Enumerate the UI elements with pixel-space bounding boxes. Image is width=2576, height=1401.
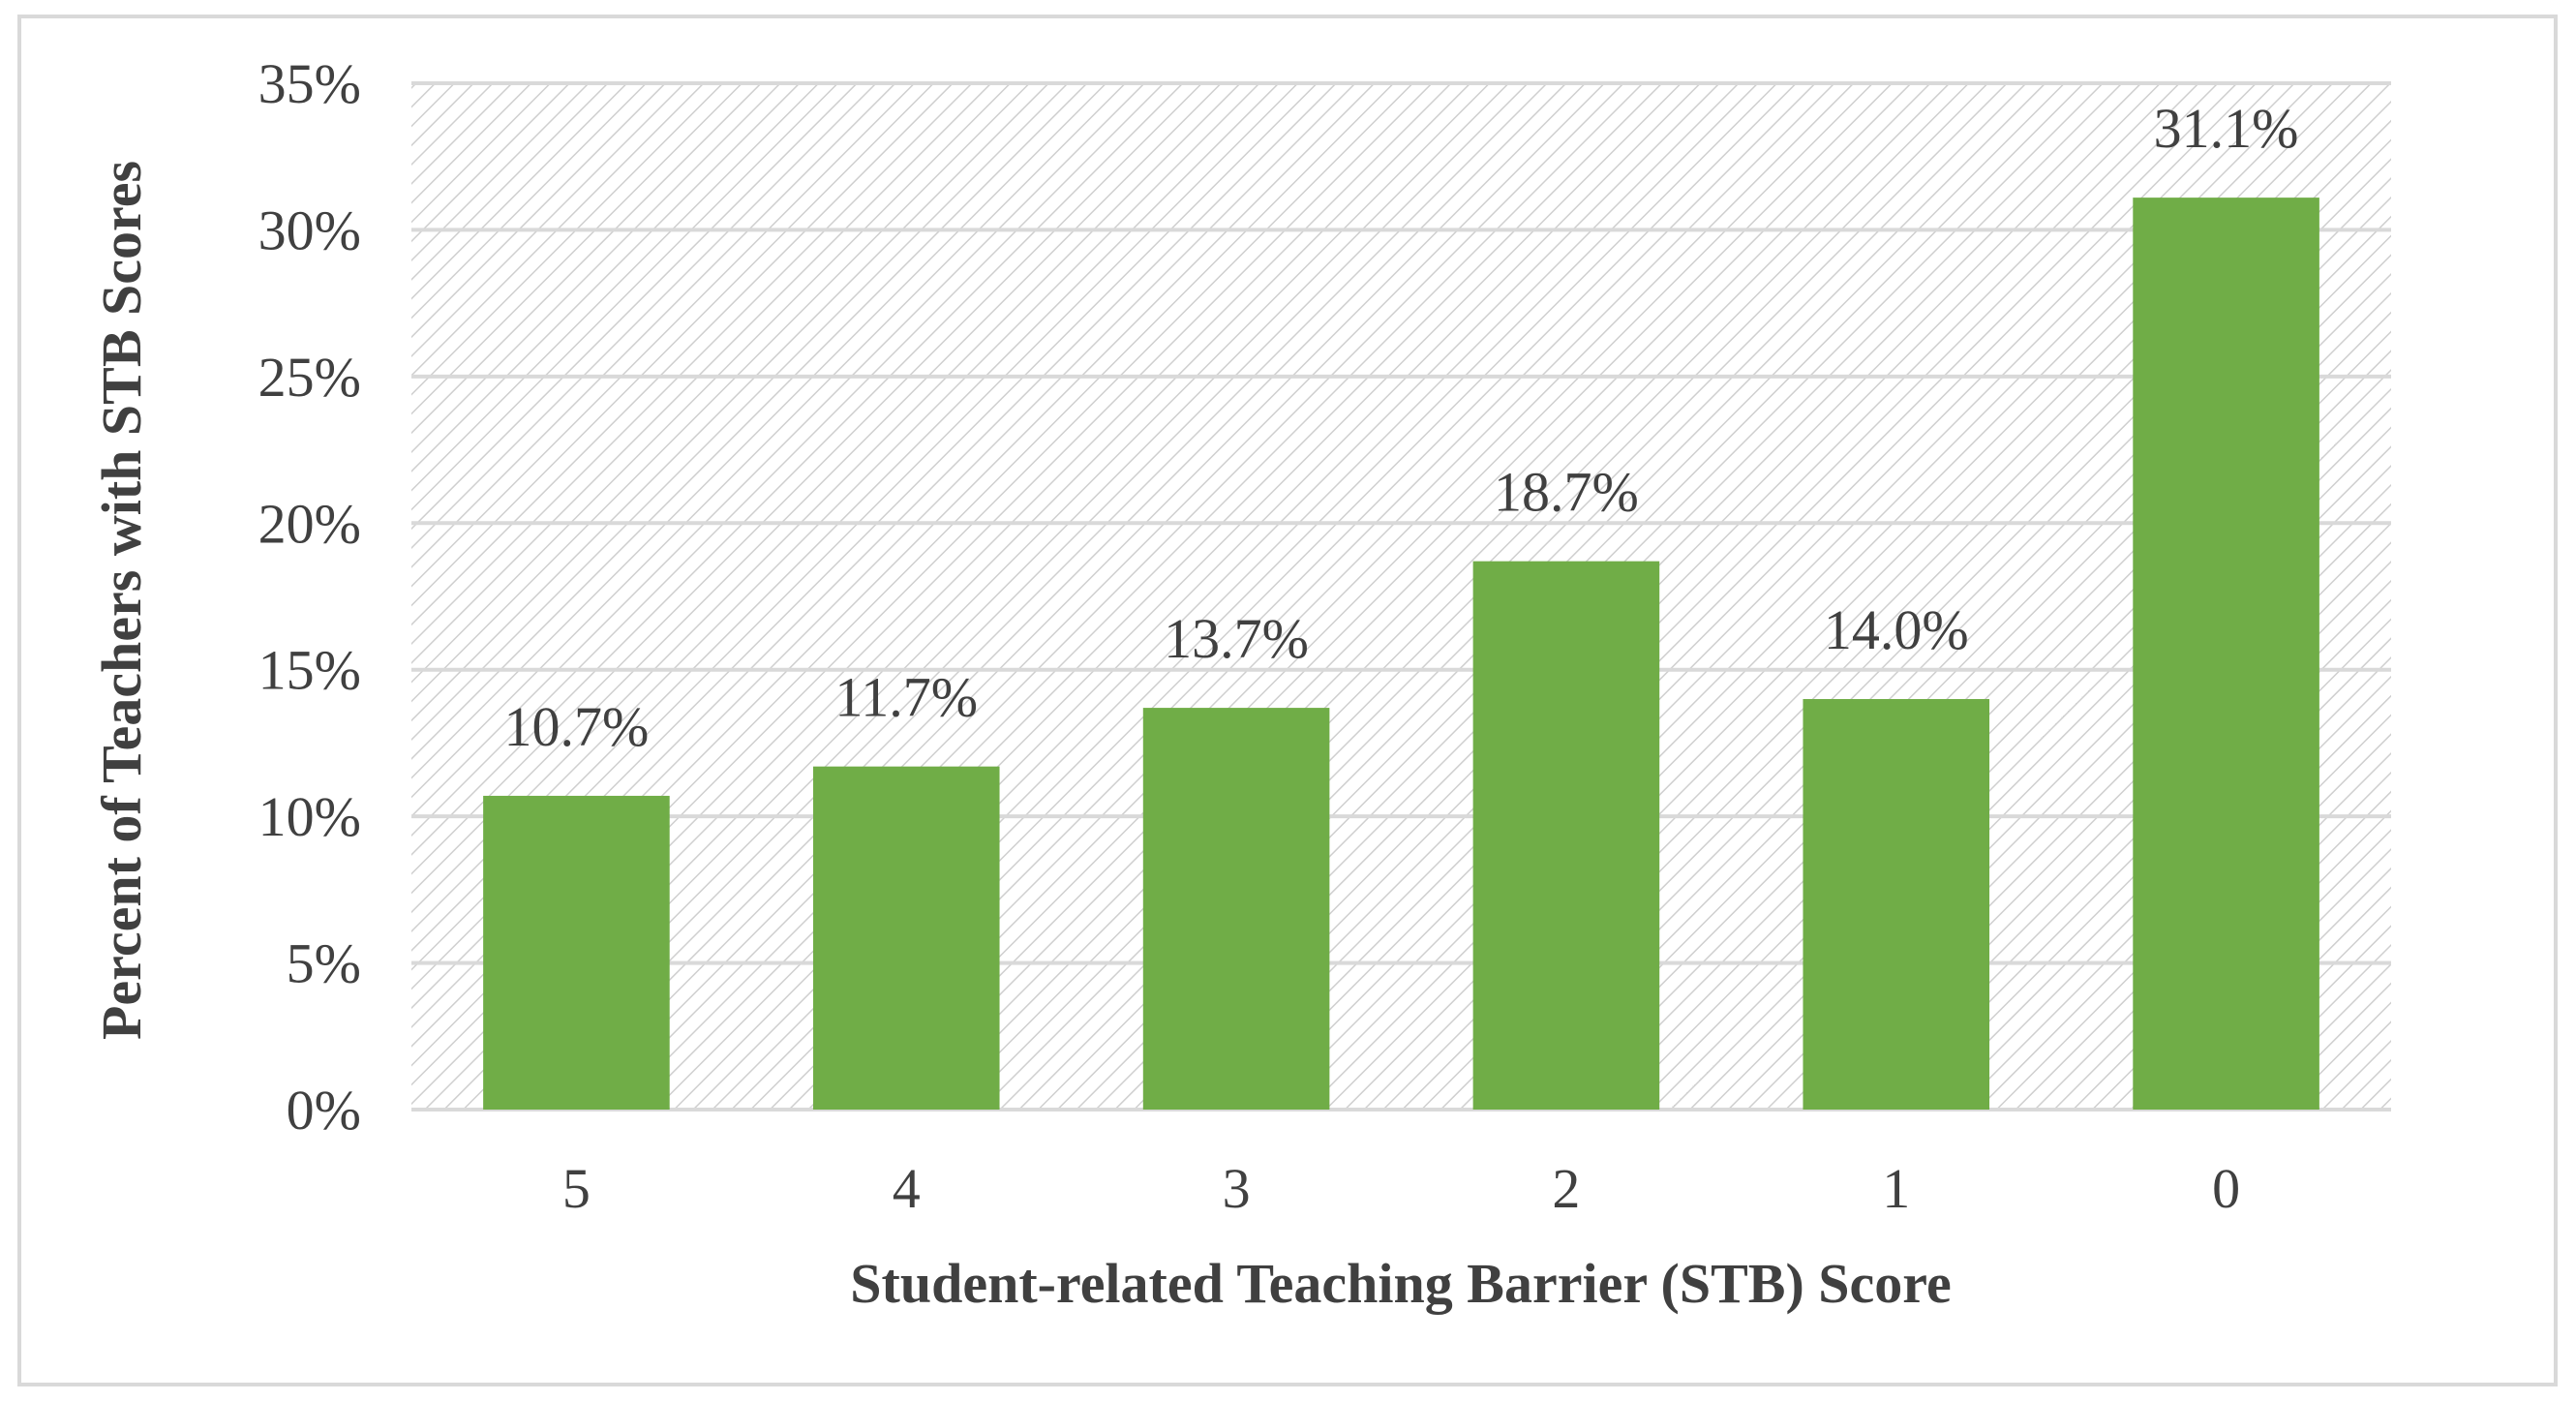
y-tick-label: 35%	[258, 52, 361, 115]
bar	[1472, 561, 1660, 1110]
bar	[2133, 198, 2319, 1111]
data-label: 10.7%	[504, 695, 650, 758]
y-tick-label: 10%	[258, 785, 361, 848]
data-label: 14.0%	[1824, 598, 1969, 661]
y-tick-label: 30%	[258, 198, 361, 261]
data-label: 18.7%	[1494, 461, 1639, 524]
y-axis-title: Percent of Teachers with STB Scores	[90, 161, 153, 1040]
bar	[1803, 699, 1990, 1110]
y-tick-label: 25%	[258, 346, 361, 409]
data-label: 13.7%	[1164, 607, 1309, 670]
bar	[812, 766, 1000, 1110]
plot-area	[411, 83, 2391, 1110]
bar	[1142, 708, 1330, 1110]
y-tick-label: 5%	[287, 932, 361, 995]
x-tick-label: 2	[1552, 1157, 1580, 1220]
x-axis-title: Student-related Teaching Barrier (STB) S…	[850, 1252, 1951, 1315]
x-tick-label: 5	[562, 1157, 591, 1220]
y-tick-label: 20%	[258, 492, 361, 555]
x-tick-label: 3	[1223, 1157, 1251, 1220]
x-tick-label: 4	[893, 1157, 921, 1220]
y-tick-label: 0%	[287, 1079, 361, 1142]
bar	[483, 795, 670, 1110]
x-tick-label: 0	[2212, 1157, 2240, 1220]
data-label: 31.1%	[2154, 97, 2299, 160]
y-tick-label: 15%	[258, 639, 361, 702]
x-tick-label: 1	[1882, 1157, 1910, 1220]
data-label: 11.7%	[834, 666, 978, 729]
